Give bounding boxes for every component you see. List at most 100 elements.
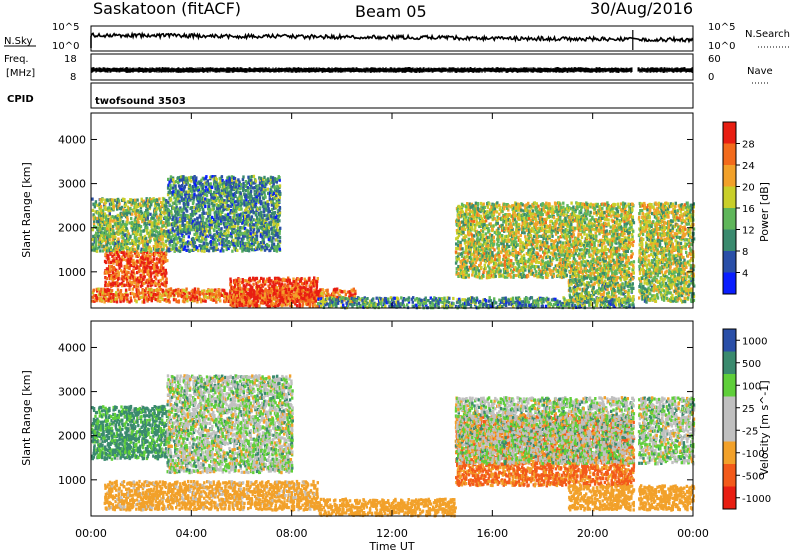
power-echo-cell <box>177 294 180 298</box>
power-echo-cell <box>182 288 186 292</box>
power-echo-cell <box>124 211 127 215</box>
power-echo-cell <box>118 250 121 254</box>
power-echo-cell <box>121 274 124 278</box>
power-echo-cell <box>139 249 143 253</box>
power-echo-cell <box>148 222 151 226</box>
freq-panel: Freq. [MHz] 18 8 60 0 Nave <box>4 53 773 84</box>
power-echo-cell <box>213 228 216 233</box>
power-echo-cell <box>179 226 182 230</box>
power-echo-cell <box>97 220 100 224</box>
power-echo-cell <box>242 234 245 238</box>
power-echo-cell <box>131 276 134 280</box>
power-echo-cell <box>137 260 140 264</box>
power-echo-cell <box>183 292 186 296</box>
power-echo-cell <box>153 207 156 211</box>
power-echo-cell <box>111 271 115 275</box>
power-echo-cell <box>107 214 110 218</box>
power-echo-cell <box>130 270 133 274</box>
power-echo-cell <box>319 293 322 297</box>
power-echo-cell <box>149 270 152 274</box>
power-echo-cell <box>145 266 148 270</box>
power-echo-cell <box>112 296 115 300</box>
power-echo-cell <box>158 260 161 264</box>
power-echo-cell <box>196 298 199 302</box>
power-echo-cell <box>265 289 269 293</box>
power-echo-cell <box>190 179 193 183</box>
power-echo-cell <box>333 290 336 294</box>
power-echo-cell <box>252 218 255 222</box>
power-echo-cell <box>239 291 243 295</box>
power-echo-cell <box>151 215 154 219</box>
power-echo-cell <box>222 288 226 292</box>
power-echo-cell <box>215 243 219 247</box>
power-echo-cell <box>126 246 129 250</box>
power-echo-cell <box>106 227 109 231</box>
power-echo-cell <box>133 272 136 276</box>
power-echo-cell <box>171 226 174 230</box>
power-echo-cell <box>111 219 114 223</box>
power-echo-cell <box>160 296 163 300</box>
power-echo-cell <box>156 250 160 254</box>
power-echo-cell <box>541 304 544 308</box>
power-echo-cell <box>101 239 104 243</box>
power-echo-cell <box>479 303 482 307</box>
power-echo-cell <box>253 290 256 294</box>
power-echo-cell <box>339 295 343 299</box>
power-echo-cell <box>211 240 215 244</box>
power-echo-cell <box>157 226 161 230</box>
power-echo-cell <box>265 295 268 299</box>
power-echo-cell <box>110 284 113 288</box>
power-echo-cell <box>126 299 129 303</box>
power-echo-cell <box>135 278 138 282</box>
power-echo-cell <box>193 218 196 222</box>
cpid-value: twofsound 3503 <box>95 96 186 107</box>
power-echo-cell <box>344 292 347 297</box>
power-echo-cell <box>152 197 155 201</box>
power-echo-cell <box>116 260 119 264</box>
power-echo-cell <box>247 175 250 179</box>
power-echo-cell <box>98 238 101 242</box>
power-echo-cell <box>145 254 148 258</box>
power-echo-cell <box>512 300 515 304</box>
power-echo-cell <box>524 303 528 307</box>
power-echo-cell <box>103 212 107 216</box>
power-echo-cell <box>120 264 123 268</box>
power-echo-cell <box>341 296 344 300</box>
power-echo-cell <box>117 239 120 243</box>
power-echo-cell <box>276 298 279 302</box>
power-echo-cell <box>242 175 245 179</box>
power-echo-cell <box>113 274 117 278</box>
power-echo-cell <box>158 258 162 262</box>
power-echo-cell <box>114 235 117 239</box>
power-echo-cell <box>136 225 140 229</box>
power-echo-cell <box>114 241 117 245</box>
power-echo-cell <box>123 242 127 247</box>
power-echo-cell <box>177 299 181 303</box>
power-echo-cell <box>223 300 226 304</box>
power-echo-cell <box>255 184 258 188</box>
power-echo-cell <box>149 229 152 233</box>
power-echo-cell <box>313 276 316 280</box>
power-echo-cell <box>134 298 137 302</box>
power-echo-cell <box>213 292 216 296</box>
power-echo-cell <box>141 239 144 243</box>
power-echo-cell <box>118 202 121 206</box>
power-echo-cell <box>100 208 103 212</box>
power-echo-cell <box>132 258 135 262</box>
power-echo-cell <box>128 200 132 204</box>
nsearch-tick-high: 10^5 <box>708 22 735 33</box>
power-echo-cell <box>104 269 108 273</box>
power-echo-cell <box>125 236 129 240</box>
power-echo-cell <box>313 294 316 298</box>
power-echo-cell <box>218 189 221 193</box>
power-echo-cell <box>156 207 159 211</box>
power-echo-cell <box>208 292 212 296</box>
power-echo-cell <box>272 242 276 246</box>
power-echo-cell <box>239 183 243 187</box>
power-echo-cell <box>142 277 145 281</box>
power-echo-cell <box>132 261 136 265</box>
power-echo-cell <box>157 222 160 226</box>
power-echo-cell <box>155 222 158 226</box>
power-echo-cell <box>274 219 277 223</box>
power-echo-cell <box>150 292 154 297</box>
